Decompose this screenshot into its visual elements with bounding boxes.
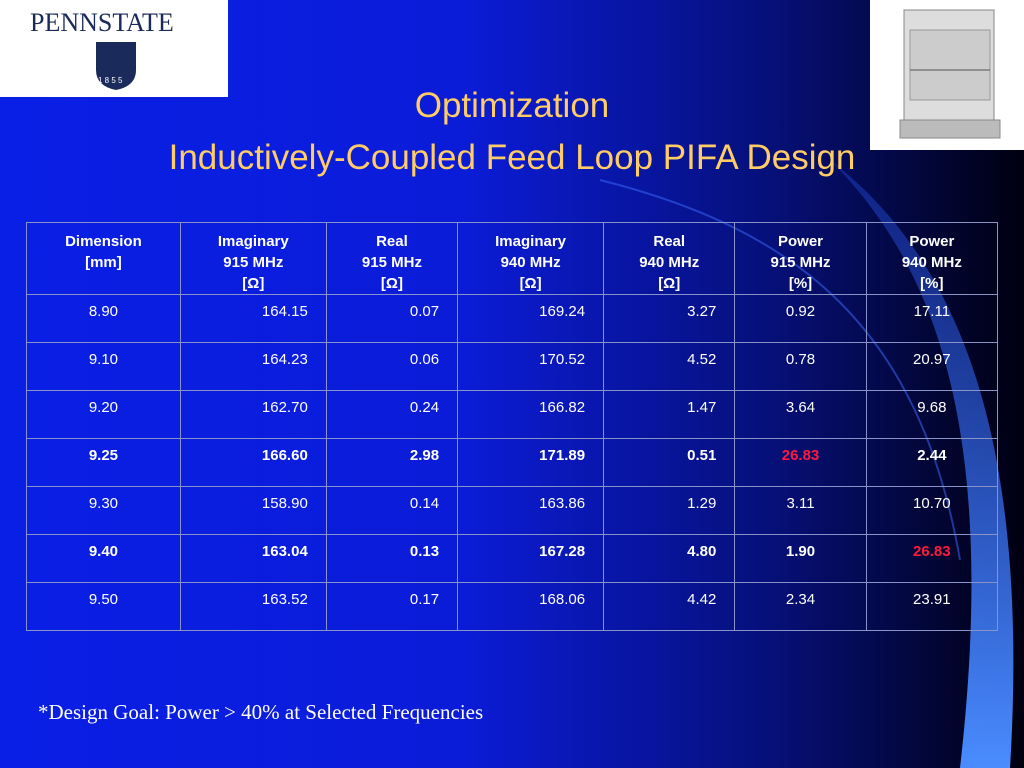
cell: 163.52 xyxy=(179,582,327,631)
cell: 0.92 xyxy=(734,294,867,343)
cell: 0.07 xyxy=(325,294,459,343)
data-row: 9.10 164.23 0.06 170.52 4.52 0.78 20.97 xyxy=(26,342,999,391)
antenna-diagram xyxy=(870,0,1024,150)
cell: 23.91 xyxy=(865,582,999,631)
cell: 8.90 xyxy=(26,294,181,343)
header-text: [%] xyxy=(788,275,813,292)
cell: 0.13 xyxy=(325,534,459,583)
cell: 0.17 xyxy=(325,582,459,631)
header-cell: Power 940 MHz [%] xyxy=(865,222,999,295)
data-row: 9.30 158.90 0.14 163.86 1.29 3.11 10.70 xyxy=(26,486,999,535)
header-cell: Real 940 MHz [Ω] xyxy=(603,222,736,295)
cell: 9.68 xyxy=(865,390,999,439)
cell: 20.97 xyxy=(865,342,999,391)
header-text: Power xyxy=(909,233,955,250)
cell: 3.64 xyxy=(734,390,867,439)
header-text: [Ω] xyxy=(380,275,403,292)
header-text: 915 MHz xyxy=(223,254,284,271)
cell: 3.11 xyxy=(734,486,867,535)
logo-year: 1 8 5 5 xyxy=(98,76,123,85)
cell: 26.83 xyxy=(734,438,867,487)
header-text: [Ω] xyxy=(242,275,265,292)
cell: 163.04 xyxy=(179,534,327,583)
footnote: *Design Goal: Power > 40% at Selected Fr… xyxy=(38,700,484,724)
header-cell: Imaginary 940 MHz [Ω] xyxy=(457,222,605,295)
header-text: Real xyxy=(376,233,408,250)
cell: 4.52 xyxy=(603,342,736,391)
header-text: 940 MHz xyxy=(901,254,962,271)
cell: 4.80 xyxy=(603,534,736,583)
header-text: Real xyxy=(653,233,686,250)
data-row: 9.50 163.52 0.17 168.06 4.42 2.34 23.91 xyxy=(26,582,999,631)
header-text: Imaginary xyxy=(217,233,289,250)
cell: 171.89 xyxy=(457,438,605,487)
cell: 9.10 xyxy=(26,342,181,391)
data-row: 9.40 163.04 0.13 167.28 4.80 1.90 26.83 xyxy=(26,534,999,583)
cell: 169.24 xyxy=(457,294,605,343)
shield xyxy=(96,42,136,90)
cell: 164.23 xyxy=(179,342,327,391)
header-text: [Ω] xyxy=(519,275,542,292)
cell: 9.30 xyxy=(26,486,181,535)
cell: 10.70 xyxy=(865,486,999,535)
header-cell: Dimension [mm] xyxy=(26,222,181,295)
cell: 166.60 xyxy=(179,438,327,487)
cell: 1.90 xyxy=(734,534,867,583)
header-text: [mm] xyxy=(85,254,122,271)
cell: 0.14 xyxy=(325,486,459,535)
cell: 1.29 xyxy=(603,486,736,535)
title-line: Inductively-Coupled Feed Loop PIFA Desig… xyxy=(168,138,856,177)
cell: 0.51 xyxy=(603,438,736,487)
cell: 2.98 xyxy=(325,438,459,487)
data-table: Dimension [mm] Imaginary 915 MHz [Ω] Real 915 … xyxy=(26,222,999,631)
title-line: Optimization xyxy=(414,86,610,125)
cell: 3.27 xyxy=(603,294,736,343)
cell: 170.52 xyxy=(457,342,605,391)
header-text: [%] xyxy=(920,275,944,292)
diagram xyxy=(899,9,1001,139)
header-cell: Power 915 MHz [%] xyxy=(734,222,867,295)
header-text: [Ω] xyxy=(658,275,681,292)
header-text: 915 MHz xyxy=(770,254,831,271)
data-row: 8.90 164.15 0.07 169.24 3.27 0.92 17.11 xyxy=(26,294,999,343)
cell: 9.25 xyxy=(26,438,181,487)
cell: 1.47 xyxy=(603,390,736,439)
header-text: 940 MHz xyxy=(639,254,700,271)
cell: 158.90 xyxy=(179,486,327,535)
header-cell: Real 915 MHz [Ω] xyxy=(325,222,459,295)
cell: 164.15 xyxy=(179,294,327,343)
cell: 9.20 xyxy=(26,390,181,439)
logo: PENNSTATE 1 8 5 5 xyxy=(0,0,228,97)
cell: 26.83 xyxy=(865,534,999,583)
logo-name: PENNSTATE xyxy=(30,8,174,37)
cell: 4.42 xyxy=(603,582,736,631)
cell: 0.78 xyxy=(734,342,867,391)
header-text: Dimension xyxy=(65,233,142,250)
cell: 162.70 xyxy=(179,390,327,439)
data-row: 9.25 166.60 2.98 171.89 0.51 26.83 2.44 xyxy=(26,438,999,487)
cell: 9.40 xyxy=(26,534,181,583)
header-cell: Imaginary 915 MHz [Ω] xyxy=(179,222,327,295)
cell: 163.86 xyxy=(457,486,605,535)
data-row: 9.20 162.70 0.24 166.82 1.47 3.64 9.68 xyxy=(26,390,999,439)
cell: 2.34 xyxy=(734,582,867,631)
cell: 166.82 xyxy=(457,390,605,439)
cell: 0.24 xyxy=(325,390,459,439)
header-text: Power xyxy=(778,233,824,250)
cell: 2.44 xyxy=(865,438,999,487)
header-row: Dimension [mm] Imaginary 915 MHz [Ω] Real 915 … xyxy=(26,222,999,295)
header-text: 915 MHz xyxy=(361,254,422,271)
cell: 17.11 xyxy=(865,294,999,343)
cell: 168.06 xyxy=(457,582,605,631)
cell: 0.06 xyxy=(325,342,459,391)
header-text: Imaginary xyxy=(495,233,567,250)
header-text: 940 MHz xyxy=(500,254,561,271)
cell: 167.28 xyxy=(457,534,605,583)
cell: 9.50 xyxy=(26,582,181,631)
